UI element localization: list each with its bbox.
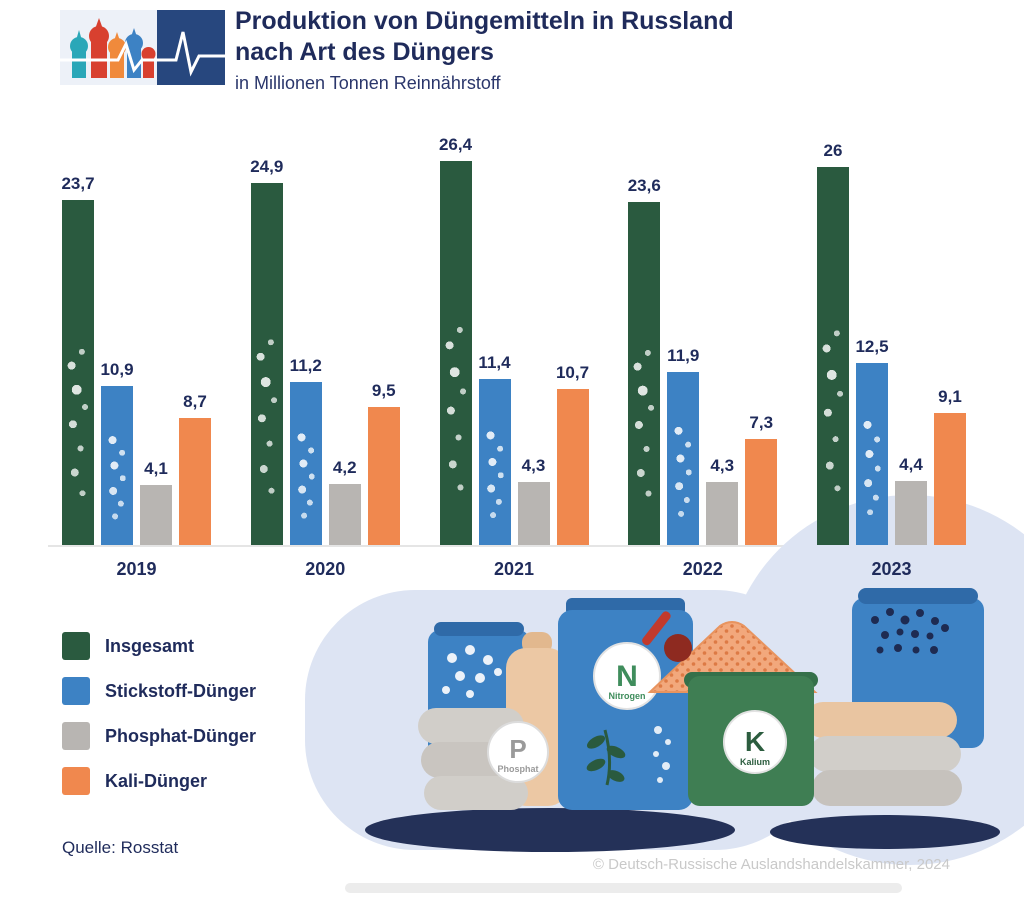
year-group: 24,9 11,2 4,2 9,5 2020 — [250, 132, 400, 580]
bar-value-label: 10,9 — [100, 360, 134, 379]
bar — [101, 386, 133, 545]
kalium-label: Kalium — [740, 757, 770, 767]
shadow — [770, 815, 1000, 849]
phosphat-badge: P Phosphat — [487, 721, 549, 783]
kalium-letter: K — [745, 726, 765, 757]
legend-swatch — [62, 767, 90, 795]
legend-item-label: Kali-Dünger — [105, 770, 208, 791]
bar — [517, 482, 550, 545]
bar — [667, 372, 700, 545]
source-text: Quelle: Rosstat — [62, 838, 179, 857]
legend-item: Phosphat-Dünger — [62, 722, 256, 750]
cutoff-element — [345, 883, 902, 893]
bar-value-label: 10,7 — [555, 363, 590, 382]
fertilizer-illustration: P Phosphat N Nitrogen — [300, 480, 1024, 893]
page-subtitle: in Millionen Tonnen Reinnährstoff — [235, 73, 501, 93]
year-label: 2020 — [305, 559, 346, 579]
bar — [556, 389, 589, 545]
bar-value-label: 11,2 — [289, 356, 322, 375]
legend-item-label: Stickstoff-Dünger — [105, 680, 257, 701]
kalium-badge: K Kalium — [723, 710, 787, 774]
legend-item-label: Insgesamt — [105, 635, 195, 656]
st-basils-cathedral-icon — [60, 10, 225, 85]
legend-item-label: Phosphat-Dünger — [105, 725, 256, 746]
bar-value-label: 26 — [823, 141, 843, 160]
bar-value-label: 23,7 — [61, 174, 95, 193]
year-group: 26 12,5 4,4 9,1 2023 — [817, 132, 966, 580]
chart-baseline — [48, 545, 980, 547]
bar-value-label: 26,4 — [438, 135, 473, 154]
legend: Insgesamt Stickstoff-Dünger Phosphat-Dünge… — [62, 632, 256, 812]
bar-value-label: 4,3 — [521, 456, 546, 475]
bar — [62, 200, 94, 545]
kalium-container: K Kalium — [684, 672, 818, 806]
copyright-text: © Deutsch-Russische Auslandshandelskamme… — [592, 856, 950, 873]
bar — [856, 363, 888, 545]
bar — [179, 418, 211, 545]
header: Produktion von Düngemitteln in Russland … — [235, 6, 734, 94]
bar — [934, 413, 966, 545]
bar — [367, 407, 400, 545]
pulse-line-icon — [60, 31, 225, 77]
bar-value-label: 4,2 — [332, 458, 357, 477]
scoop-icon — [642, 611, 692, 662]
nitrogen-bag: N Nitrogen — [558, 598, 693, 810]
ahk-logo — [60, 10, 225, 85]
legend-swatch — [62, 722, 90, 750]
bar — [745, 439, 778, 545]
shadow — [365, 808, 735, 852]
bar-value-label: 12,5 — [855, 337, 889, 356]
bar — [140, 485, 172, 545]
bar-value-label: 11,9 — [667, 346, 700, 365]
nitrogen-label: Nitrogen — [609, 691, 646, 701]
bar-value-label: 8,7 — [183, 392, 207, 411]
bar — [817, 167, 849, 545]
bar-value-label: 24,9 — [250, 157, 284, 176]
bar-value-label: 9,1 — [938, 387, 962, 406]
phosphat-label: Phosphat — [497, 764, 538, 774]
bar — [328, 484, 361, 545]
page-title-line1: Produktion von Düngemitteln in Russland — [235, 7, 734, 35]
legend-swatch — [62, 632, 90, 660]
bar — [895, 481, 927, 545]
bar — [250, 183, 283, 545]
bar — [478, 379, 511, 545]
nitrogen-letter: N — [616, 660, 638, 693]
year-group: 26,4 11,4 4,3 10,7 2021 — [438, 132, 590, 580]
bar — [706, 482, 739, 545]
legend-item: Stickstoff-Dünger — [62, 677, 256, 705]
bar-value-label: 11,4 — [478, 353, 511, 372]
bar-chart: 23,7 10,9 4,1 8,7 2019 24,9 11,2 4,2 9,5 2020 26,4… — [48, 132, 980, 580]
year-label: 2023 — [871, 559, 912, 579]
bar-value-label: 7,3 — [749, 413, 774, 432]
bar — [289, 382, 322, 545]
year-label: 2019 — [116, 559, 157, 579]
year-label: 2022 — [682, 559, 723, 579]
phosphat-letter: P — [509, 734, 526, 764]
year-group: 23,6 11,9 4,3 7,3 2022 — [627, 132, 778, 580]
year-label: 2021 — [493, 559, 535, 579]
nitrogen-badge: N Nitrogen — [593, 642, 661, 710]
bar-value-label: 4,4 — [899, 455, 923, 474]
bar — [628, 202, 661, 545]
leaf-decoration — [586, 729, 626, 786]
stacked-sacks-right — [805, 702, 962, 806]
legend-item: Kali-Dünger — [62, 767, 256, 795]
page-title-line2: nach Art des Düngers — [235, 38, 494, 66]
bar-value-label: 23,6 — [627, 176, 661, 195]
bar-value-label: 4,3 — [710, 456, 735, 475]
bar — [439, 161, 472, 545]
legend-item: Insgesamt — [62, 632, 256, 660]
bar-value-label: 4,1 — [144, 459, 168, 478]
legend-swatch — [62, 677, 90, 705]
bar-value-label: 9,5 — [371, 381, 396, 400]
year-group: 23,7 10,9 4,1 8,7 2019 — [61, 132, 211, 580]
